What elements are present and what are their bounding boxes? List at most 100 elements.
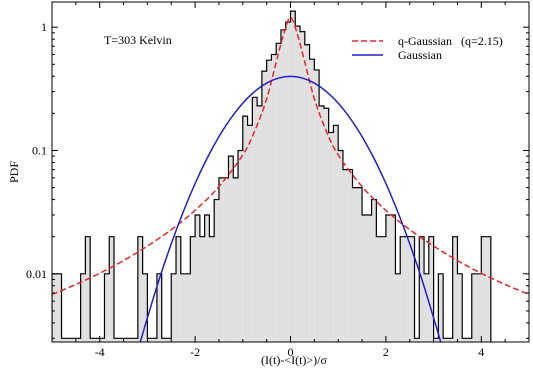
histogram-bar <box>166 338 172 342</box>
histogram-bar <box>328 132 334 342</box>
histogram-bar <box>271 54 277 342</box>
x-axis-label: (I(t)-<I(t)>)/σ <box>261 353 328 367</box>
histogram-bar <box>118 338 124 342</box>
annotation-temperature: T=303 Kelvin <box>104 33 172 47</box>
histogram-bar <box>443 338 448 342</box>
legend-label-gaussian: Gaussian <box>398 48 442 62</box>
histogram-bar <box>276 43 281 342</box>
histogram-bar <box>247 125 253 342</box>
histogram-bar <box>94 338 100 342</box>
histogram-bar <box>195 214 200 342</box>
histogram-bar <box>261 71 267 342</box>
y-tick-label: 0.01 <box>26 267 47 281</box>
histogram-bar <box>304 44 310 342</box>
histogram-bar <box>52 273 57 342</box>
histogram-bar <box>252 97 258 342</box>
histogram-bar <box>486 236 491 342</box>
histogram-bar <box>75 338 81 342</box>
histogram-bar <box>123 338 129 342</box>
histogram-bar <box>61 338 67 342</box>
histogram-bar <box>333 125 339 342</box>
histogram-bar <box>71 338 76 342</box>
histogram-bar <box>104 273 110 342</box>
histogram-outline <box>52 10 492 342</box>
histogram-bar <box>481 236 487 342</box>
histogram-bar <box>214 199 219 342</box>
histogram-bar <box>433 338 439 342</box>
q-gaussian-curve <box>52 16 529 296</box>
x-tick-label: 2 <box>383 345 389 359</box>
fit-curves <box>52 16 529 342</box>
histogram-bar <box>295 26 301 342</box>
x-tick-label: 4 <box>478 345 484 359</box>
histogram <box>52 10 492 342</box>
gaussian-curve <box>139 75 442 342</box>
histogram-bar <box>257 105 262 342</box>
x-tick-label: -2 <box>190 345 200 359</box>
histogram-bar <box>381 236 386 342</box>
y-tick-label: 0.1 <box>32 143 47 157</box>
histogram-bar <box>156 273 162 342</box>
histogram-bar <box>357 187 363 342</box>
histogram-bar <box>185 273 191 342</box>
histogram-bar <box>371 199 377 342</box>
histogram-bar <box>285 22 291 342</box>
histogram-bar <box>390 214 396 342</box>
histogram-bar <box>238 150 243 342</box>
histogram-bar <box>85 236 91 342</box>
histogram-bar <box>471 273 477 342</box>
histogram-bar <box>152 338 157 342</box>
histogram-bar <box>314 69 320 342</box>
histogram-bar <box>128 338 134 342</box>
histogram-bar <box>400 236 405 342</box>
histogram-bar <box>338 150 343 342</box>
histogram-bar <box>223 177 229 342</box>
histogram-bar <box>133 338 138 342</box>
histogram-bar <box>462 338 467 342</box>
histogram-bar <box>409 236 415 342</box>
histogram-bar <box>176 236 181 342</box>
histogram-bar <box>414 338 420 342</box>
histogram-bar <box>114 338 119 342</box>
y-tick-label: 1 <box>41 20 47 34</box>
histogram-bar <box>204 214 210 342</box>
axis-ticks: -4 -2 0 2 4 0.01 0.1 1 <box>26 2 530 359</box>
histogram-bar <box>352 187 358 342</box>
histogram-bar <box>161 338 167 342</box>
histogram-bar <box>147 338 153 342</box>
histogram-bar <box>218 177 224 342</box>
histogram-bar <box>290 11 296 342</box>
histogram-bar <box>452 236 458 342</box>
histogram-bar <box>376 236 382 342</box>
histogram-bar <box>66 338 72 342</box>
histogram-bar <box>466 338 472 342</box>
histogram-bar <box>233 177 239 342</box>
y-axis-label: PDF <box>7 161 21 183</box>
histogram-bar <box>362 214 367 342</box>
histogram-bar <box>280 29 286 342</box>
histogram-bar <box>190 236 196 342</box>
histogram-bar <box>80 273 86 342</box>
legend-label-q-gaussian: q-Gaussian (q=2.15) <box>398 34 503 48</box>
histogram-bar <box>395 273 401 342</box>
legend: q-Gaussian (q=2.15) Gaussian <box>352 34 503 62</box>
histogram-bar <box>142 273 148 342</box>
histogram-bar <box>137 236 143 342</box>
histogram-bar <box>457 273 463 342</box>
histogram-bar <box>199 236 205 342</box>
histogram-bar <box>266 60 272 342</box>
histogram-bar <box>109 236 115 342</box>
x-tick-label: -4 <box>95 345 105 359</box>
histogram-bar <box>90 338 95 342</box>
histogram-bar <box>419 236 425 342</box>
histogram-bar <box>180 273 186 342</box>
histogram-bar <box>438 273 444 342</box>
histogram-bar <box>385 214 391 342</box>
histogram-bar <box>319 105 324 342</box>
histogram-bar <box>342 169 348 342</box>
x-tick-label: 0 <box>288 345 294 359</box>
histogram-bar <box>99 338 105 342</box>
histogram-bar <box>347 169 353 342</box>
histogram-bar <box>428 236 434 342</box>
